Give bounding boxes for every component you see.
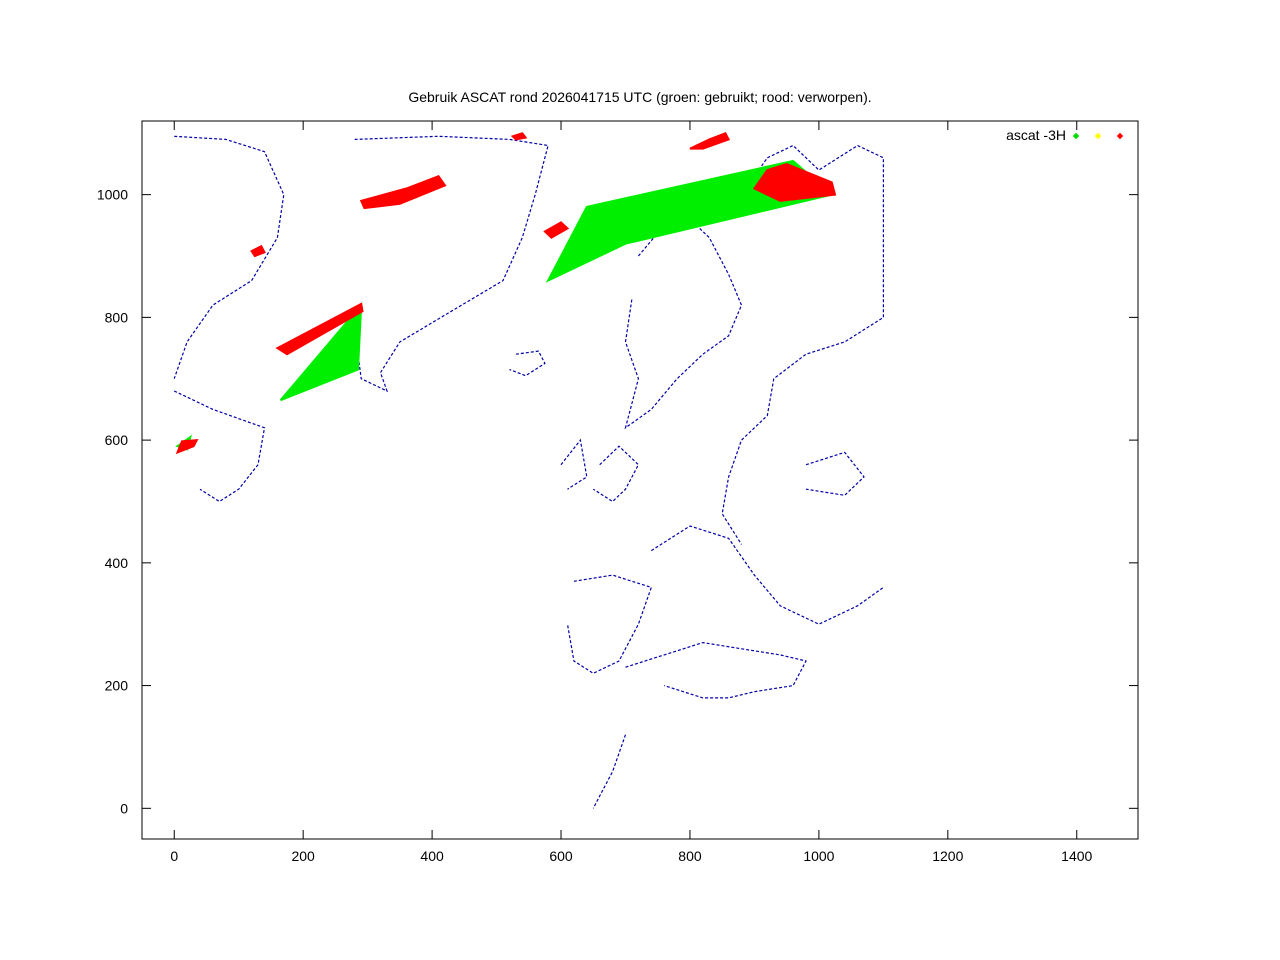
- swath-rejected: [250, 244, 266, 258]
- coastline: [592, 734, 627, 809]
- y-tick-label: 800: [105, 309, 129, 325]
- x-tick-label: 400: [420, 848, 444, 864]
- legend-marker: [1116, 132, 1124, 140]
- x-tick-label: 800: [678, 848, 702, 864]
- legend: ascat -3H: [1006, 127, 1124, 143]
- swath-rejected: [689, 132, 731, 150]
- coastline: [805, 451, 865, 496]
- y-tick-label: 200: [105, 678, 129, 694]
- legend-marker: [1094, 132, 1102, 140]
- swath-rejected: [510, 132, 528, 141]
- legend-marker: [1072, 132, 1080, 140]
- x-tick-label: 1400: [1061, 848, 1092, 864]
- plot-frame: [141, 120, 1139, 840]
- x-tick-label: 200: [291, 848, 315, 864]
- y-tick-label: 400: [105, 555, 129, 571]
- coastline: [650, 525, 884, 625]
- coastline: [592, 445, 640, 503]
- x-tick-label: 1200: [932, 848, 963, 864]
- y-tick-label: 0: [120, 800, 128, 816]
- x-tick-label: 0: [170, 848, 178, 864]
- swath-rejected: [752, 162, 837, 202]
- swath-rejected: [359, 174, 447, 210]
- chart-title: Gebruik ASCAT rond 2026041715 UTC (groen…: [408, 89, 872, 105]
- axis-ticks: 0 200 400 600 800 1000 1200 1400 0 200 400 600 800 10…: [97, 121, 1138, 864]
- x-tick-label: 1000: [803, 848, 834, 864]
- coastline: [560, 438, 588, 490]
- coastline: [509, 350, 546, 377]
- coastline: [624, 218, 743, 430]
- swath-rejected: [543, 221, 570, 239]
- legend-label: ascat -3H: [1006, 127, 1066, 143]
- coastline: [625, 641, 807, 699]
- coastline-layer: [173, 135, 884, 809]
- coastline: [173, 135, 285, 379]
- coastline: [354, 135, 549, 393]
- swath-layer: [175, 132, 837, 455]
- coastline: [566, 574, 653, 674]
- swath-rejected: [275, 302, 364, 356]
- coastline: [173, 390, 266, 503]
- x-tick-label: 600: [549, 848, 573, 864]
- swath-rejected: [175, 438, 199, 455]
- swath-used: [279, 302, 363, 402]
- y-tick-label: 1000: [97, 187, 128, 203]
- coastline: [721, 144, 884, 545]
- y-tick-label: 600: [105, 432, 129, 448]
